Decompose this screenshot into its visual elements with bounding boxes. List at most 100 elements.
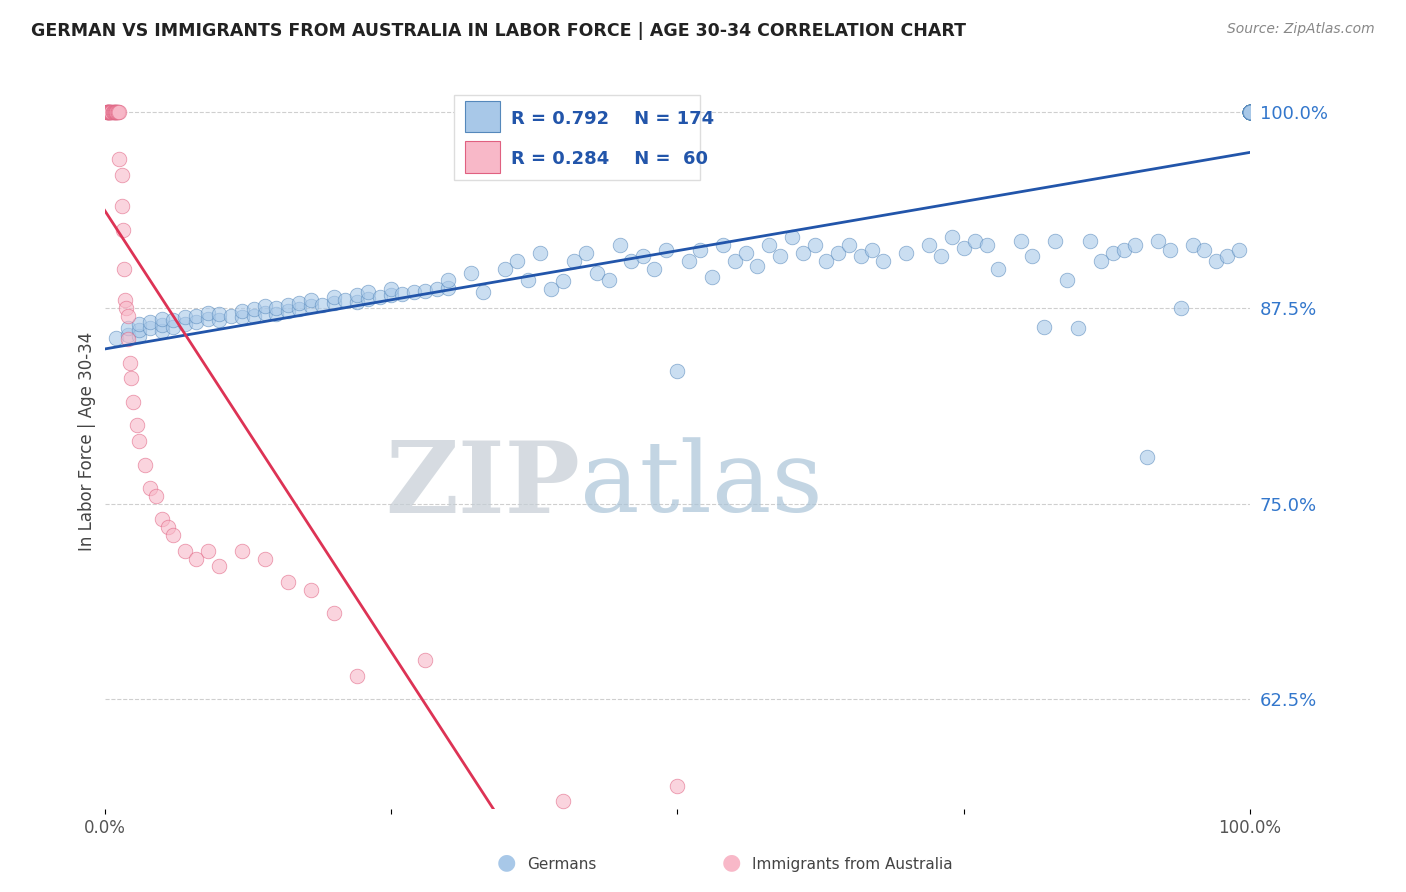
Point [139, 321, 162, 335]
Point [103, 105, 125, 120]
Point [1239, 105, 1261, 120]
Point [437, 280, 460, 294]
Point [1239, 105, 1261, 120]
Point [139, 481, 162, 495]
Point [1216, 249, 1239, 263]
Point [98, 105, 121, 120]
Point [872, 254, 894, 268]
Text: Immigrants from Australia: Immigrants from Australia [752, 857, 953, 872]
Text: R = 0.284    N =  60: R = 0.284 N = 60 [512, 151, 709, 169]
Point [242, 302, 264, 317]
Point [1239, 105, 1261, 120]
Point [357, 285, 380, 300]
Point [1239, 105, 1261, 120]
Point [1239, 105, 1261, 120]
Point [112, 261, 135, 276]
Point [1239, 105, 1261, 120]
Point [1205, 254, 1227, 268]
Text: ●: ● [496, 853, 516, 872]
Point [97, 105, 120, 120]
Point [1239, 105, 1261, 120]
Point [103, 105, 125, 120]
Text: ●: ● [721, 853, 741, 872]
Point [186, 315, 208, 329]
Point [529, 246, 551, 260]
Point [1239, 105, 1261, 120]
Point [1101, 246, 1123, 260]
Point [173, 317, 195, 331]
Point [1239, 105, 1261, 120]
Point [666, 779, 689, 793]
Point [266, 307, 288, 321]
Point [540, 282, 562, 296]
Point [197, 305, 219, 319]
Point [1239, 105, 1261, 120]
Point [1239, 105, 1261, 120]
Point [117, 321, 139, 335]
Point [118, 356, 141, 370]
Point [115, 301, 138, 315]
Point [346, 294, 368, 309]
Point [322, 607, 344, 621]
Point [277, 304, 299, 318]
Point [242, 309, 264, 323]
Point [952, 241, 974, 255]
Point [1239, 105, 1261, 120]
Point [1239, 105, 1261, 120]
Y-axis label: In Labor Force | Age 30-34: In Labor Force | Age 30-34 [79, 332, 96, 550]
Point [208, 307, 231, 321]
Point [689, 243, 711, 257]
Point [678, 254, 700, 268]
Point [97, 105, 120, 120]
Point [108, 105, 131, 120]
Text: atlas: atlas [579, 437, 823, 533]
Point [551, 274, 574, 288]
Point [976, 238, 998, 252]
Point [96, 105, 118, 120]
Point [1239, 105, 1261, 120]
Point [1239, 105, 1261, 120]
Point [437, 273, 460, 287]
Point [197, 311, 219, 326]
Point [299, 582, 322, 597]
Point [803, 238, 825, 252]
Point [426, 282, 449, 296]
Point [1170, 301, 1192, 315]
Point [186, 551, 208, 566]
Text: Germans: Germans [527, 857, 596, 872]
Point [517, 273, 540, 287]
Point [150, 311, 173, 326]
Point [723, 254, 745, 268]
Point [655, 243, 678, 257]
Point [1239, 105, 1261, 120]
Point [1239, 105, 1261, 120]
Point [1239, 105, 1261, 120]
Point [311, 298, 333, 312]
Point [1067, 321, 1090, 335]
Point [98, 105, 121, 120]
Point [145, 489, 167, 503]
Point [105, 105, 128, 120]
Point [1078, 234, 1101, 248]
Point [380, 288, 402, 302]
Point [1239, 105, 1261, 120]
Point [1181, 238, 1204, 252]
Point [288, 302, 311, 317]
Point [1056, 273, 1078, 287]
Point [1045, 234, 1067, 248]
Point [150, 325, 173, 339]
Point [299, 299, 322, 313]
Point [97, 105, 120, 120]
Point [1192, 243, 1215, 257]
Point [631, 249, 654, 263]
Point [1239, 105, 1261, 120]
Text: ZIP: ZIP [385, 437, 579, 533]
Point [1021, 249, 1043, 263]
Point [97, 105, 120, 120]
Point [231, 543, 253, 558]
Point [700, 269, 723, 284]
Point [322, 296, 344, 310]
Text: GERMAN VS IMMIGRANTS FROM AUSTRALIA IN LABOR FORCE | AGE 30-34 CORRELATION CHART: GERMAN VS IMMIGRANTS FROM AUSTRALIA IN L… [31, 22, 966, 40]
Point [1239, 105, 1261, 120]
Point [1239, 105, 1261, 120]
